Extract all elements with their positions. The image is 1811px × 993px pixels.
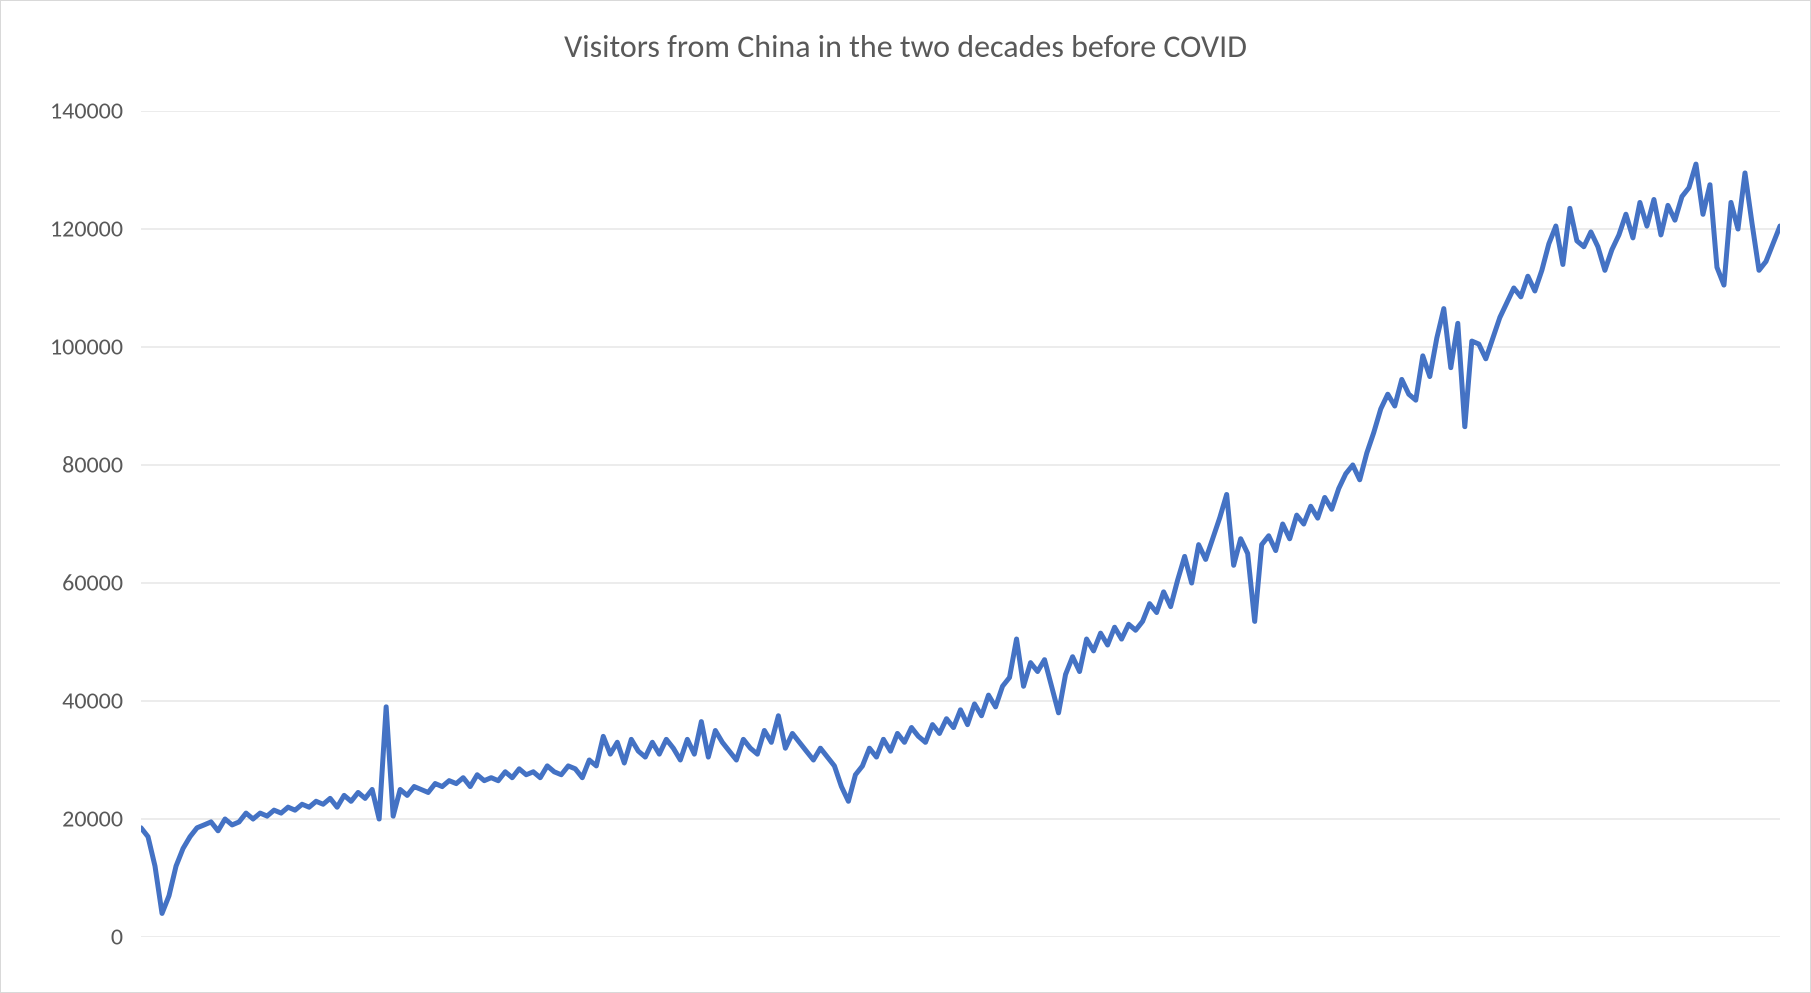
- chart-title: Visitors from China in the two decades b…: [1, 27, 1810, 66]
- chart-svg: [141, 111, 1780, 937]
- series-line: [141, 164, 1780, 913]
- y-tick-label: 120000: [50, 215, 123, 244]
- y-tick-label: 100000: [50, 333, 123, 362]
- plot-area: 020000400006000080000100000120000140000: [141, 111, 1780, 937]
- y-tick-label: 80000: [62, 451, 123, 480]
- y-tick-label: 40000: [62, 687, 123, 716]
- y-tick-label: 0: [111, 923, 123, 952]
- y-tick-label: 140000: [50, 97, 123, 126]
- y-tick-label: 60000: [62, 569, 123, 598]
- chart-container: Visitors from China in the two decades b…: [0, 0, 1811, 993]
- y-tick-label: 20000: [62, 805, 123, 834]
